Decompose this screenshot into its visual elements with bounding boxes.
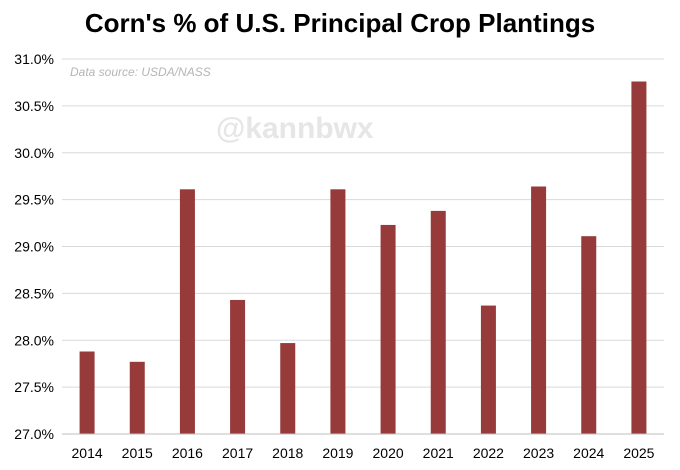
y-tick-label: 30.5% — [14, 98, 54, 114]
bar-2025 — [631, 81, 647, 434]
bar-2021 — [430, 210, 446, 434]
x-tick-label: 2018 — [272, 445, 303, 461]
bar-2014 — [79, 351, 95, 434]
x-tick-label: 2022 — [473, 445, 504, 461]
y-axis-ticks: 27.0% 27.5% 28.0% 28.5% 29.0% 29.5% 30.0% 30.5%… — [14, 51, 54, 442]
y-tick-label: 28.5% — [14, 285, 54, 301]
bar-2017 — [230, 299, 246, 434]
bar-2015 — [129, 361, 145, 434]
x-tick-label: 2021 — [423, 445, 454, 461]
bar-2016 — [179, 189, 195, 434]
bar-2019 — [330, 189, 346, 434]
x-tick-label: 2020 — [373, 445, 404, 461]
y-tick-label: 27.0% — [14, 426, 54, 442]
chart-title: Corn's % of U.S. Principal Crop Planting… — [84, 8, 596, 38]
y-tick-label: 29.0% — [14, 239, 54, 255]
bar-2022 — [480, 305, 496, 434]
x-tick-label: 2017 — [222, 445, 253, 461]
y-tick-label: 29.5% — [14, 192, 54, 208]
bar-2024 — [581, 236, 597, 434]
x-tick-label: 2016 — [172, 445, 203, 461]
watermark: @kannbwx — [216, 112, 374, 145]
x-tick-label: 2019 — [322, 445, 353, 461]
bars — [79, 81, 647, 434]
x-tick-label: 2023 — [523, 445, 554, 461]
y-tick-label: 27.5% — [14, 379, 54, 395]
x-tick-label: 2014 — [72, 445, 103, 461]
x-tick-label: 2025 — [623, 445, 654, 461]
y-tick-label: 31.0% — [14, 51, 54, 67]
bar-2023 — [531, 186, 547, 434]
bar-2020 — [380, 224, 396, 434]
y-tick-label: 28.0% — [14, 332, 54, 348]
gridlines — [62, 58, 664, 388]
source-note: Data source: USDA/NASS — [70, 65, 211, 79]
x-axis-ticks: 2014 2015 2016 2017 2018 2019 2020 2021 2022 2023… — [72, 445, 655, 461]
x-tick-label: 2015 — [122, 445, 153, 461]
bar-2018 — [280, 343, 296, 434]
x-tick-label: 2024 — [573, 445, 604, 461]
y-tick-label: 30.0% — [14, 145, 54, 161]
